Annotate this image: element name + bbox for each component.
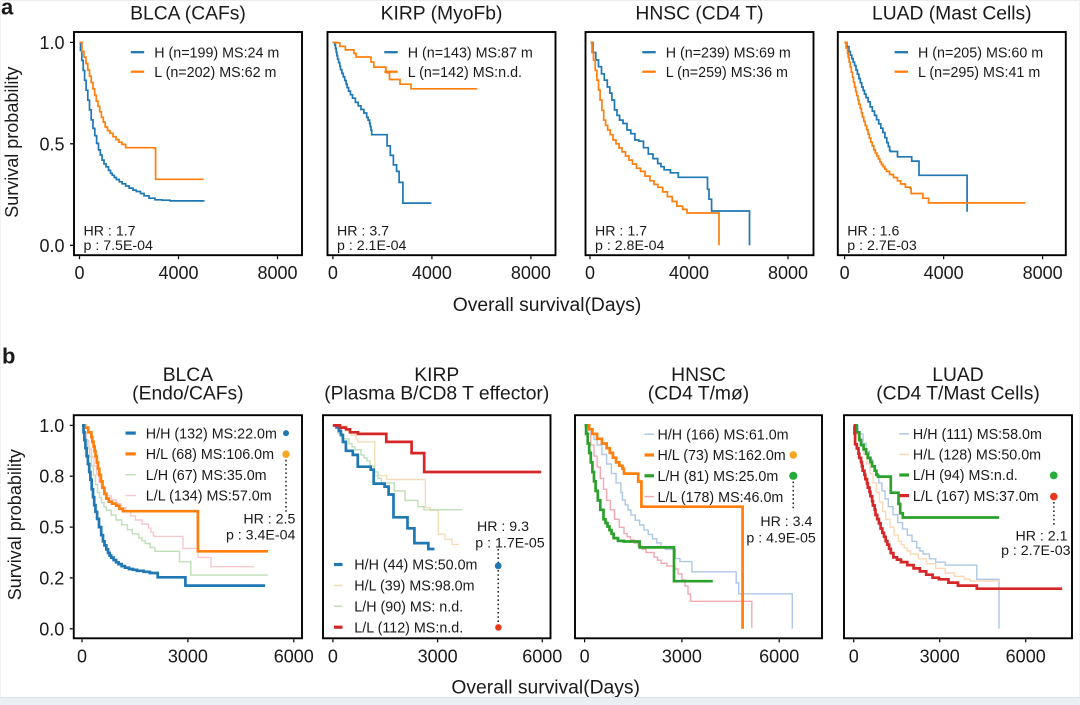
svg-text:0: 0 bbox=[328, 646, 338, 666]
svg-text:4000: 4000 bbox=[669, 263, 709, 283]
svg-text:HR : 1.7: HR : 1.7 bbox=[84, 223, 136, 239]
svg-text:Survival probability: Survival probability bbox=[5, 449, 25, 600]
svg-text:(Endo/CAFs): (Endo/CAFs) bbox=[132, 384, 243, 405]
svg-text:4000: 4000 bbox=[924, 263, 964, 283]
svg-text:0.8: 0.8 bbox=[39, 467, 64, 487]
svg-text:HR : 1.7: HR : 1.7 bbox=[595, 223, 647, 239]
svg-text:HR : 9.3: HR : 9.3 bbox=[477, 519, 529, 535]
svg-text:(Plasma B/CD8 T effector): (Plasma B/CD8 T effector) bbox=[324, 384, 549, 405]
svg-text:3000: 3000 bbox=[168, 646, 208, 666]
svg-text:HR : 3.4: HR : 3.4 bbox=[760, 514, 812, 530]
svg-text:0: 0 bbox=[580, 646, 590, 666]
svg-text:0: 0 bbox=[74, 263, 84, 283]
svg-text:H/L (68) MS:106.0m: H/L (68) MS:106.0m bbox=[146, 447, 274, 463]
svg-text:HNSC (CD4 T): HNSC (CD4 T) bbox=[635, 4, 763, 25]
svg-text:0: 0 bbox=[77, 646, 87, 666]
svg-text:p : 2.7E-03: p : 2.7E-03 bbox=[847, 238, 917, 254]
svg-text:0.5: 0.5 bbox=[39, 518, 64, 538]
svg-text:6000: 6000 bbox=[522, 646, 562, 666]
svg-text:0: 0 bbox=[328, 263, 338, 283]
svg-text:8000: 8000 bbox=[1023, 263, 1063, 283]
svg-text:L/H (90) MS: n.d.: L/H (90) MS: n.d. bbox=[354, 600, 463, 616]
svg-text:Overall survival(Days): Overall survival(Days) bbox=[451, 678, 640, 699]
svg-text:4000: 4000 bbox=[158, 263, 198, 283]
svg-text:H/H (44) MS:50.0m: H/H (44) MS:50.0m bbox=[354, 558, 477, 574]
svg-text:KIRP (MyoFb): KIRP (MyoFb) bbox=[381, 4, 503, 25]
svg-text:LUAD: LUAD bbox=[932, 365, 983, 386]
svg-text:0.0: 0.0 bbox=[39, 619, 64, 639]
svg-text:H (n=205) MS:60 m: H (n=205) MS:60 m bbox=[918, 45, 1043, 61]
svg-text:p : 2.8E-04: p : 2.8E-04 bbox=[595, 238, 665, 254]
svg-text:L/L (167) MS:37.0m: L/L (167) MS:37.0m bbox=[913, 489, 1039, 505]
svg-text:8000: 8000 bbox=[257, 263, 297, 283]
svg-text:a: a bbox=[1, 0, 14, 20]
svg-text:0.0: 0.0 bbox=[39, 236, 64, 256]
svg-text:HR : 1.6: HR : 1.6 bbox=[847, 223, 899, 239]
svg-text:0.2: 0.2 bbox=[39, 568, 64, 588]
svg-text:L/L (112) MS:n.d.: L/L (112) MS:n.d. bbox=[354, 620, 463, 636]
svg-text:BLCA (CAFs): BLCA (CAFs) bbox=[130, 4, 246, 25]
svg-text:L/H (94) MS:n.d.: L/H (94) MS:n.d. bbox=[913, 468, 1018, 484]
svg-text:Overall survival(Days): Overall survival(Days) bbox=[453, 295, 642, 316]
svg-text:L (n=295) MS:41 m: L (n=295) MS:41 m bbox=[918, 65, 1040, 81]
svg-text:Survival probability: Survival probability bbox=[2, 67, 22, 218]
svg-text:3000: 3000 bbox=[418, 646, 458, 666]
svg-text:H/H (132) MS:22.0m: H/H (132) MS:22.0m bbox=[146, 426, 277, 442]
svg-text:(CD4 T/Mast Cells): (CD4 T/Mast Cells) bbox=[876, 384, 1040, 405]
svg-text:L/L (178) MS:46.0m: L/L (178) MS:46.0m bbox=[658, 490, 784, 506]
svg-text:KIRP: KIRP bbox=[414, 365, 459, 386]
svg-text:L (n=202) MS:62 m: L (n=202) MS:62 m bbox=[154, 65, 276, 81]
svg-text:p : 4.9E-05: p : 4.9E-05 bbox=[746, 530, 816, 546]
svg-text:HR : 3.7: HR : 3.7 bbox=[337, 223, 389, 239]
svg-text:3000: 3000 bbox=[920, 646, 960, 666]
svg-text:L/H (81) MS:25.0m: L/H (81) MS:25.0m bbox=[658, 469, 779, 485]
svg-text:HR : 2.1: HR : 2.1 bbox=[1015, 529, 1067, 545]
svg-text:p : 1.7E-05: p : 1.7E-05 bbox=[475, 536, 545, 552]
svg-text:L (n=142) MS:n.d.: L (n=142) MS:n.d. bbox=[408, 65, 522, 81]
svg-text:0: 0 bbox=[585, 263, 595, 283]
svg-text:H (n=199) MS:24 m: H (n=199) MS:24 m bbox=[154, 45, 279, 61]
svg-text:L/L (134) MS:57.0m: L/L (134) MS:57.0m bbox=[146, 489, 272, 505]
svg-text:L/H (67) MS:35.0m: L/H (67) MS:35.0m bbox=[146, 468, 267, 484]
svg-text:6000: 6000 bbox=[274, 646, 314, 666]
svg-text:8000: 8000 bbox=[511, 263, 551, 283]
svg-text:1.0: 1.0 bbox=[39, 416, 64, 436]
svg-text:BLCA: BLCA bbox=[163, 365, 214, 386]
svg-text:b: b bbox=[2, 344, 15, 369]
svg-text:H/H (166) MS:61.0m: H/H (166) MS:61.0m bbox=[658, 427, 789, 443]
svg-text:p : 2.7E-03: p : 2.7E-03 bbox=[1001, 543, 1071, 559]
svg-text:0.5: 0.5 bbox=[39, 134, 64, 154]
svg-text:0: 0 bbox=[840, 263, 850, 283]
svg-text:8000: 8000 bbox=[768, 263, 808, 283]
svg-text:p : 2.1E-04: p : 2.1E-04 bbox=[337, 238, 407, 254]
svg-text:L (n=259) MS:36 m: L (n=259) MS:36 m bbox=[666, 65, 788, 81]
svg-text:6000: 6000 bbox=[1006, 646, 1046, 666]
svg-text:LUAD (Mast Cells): LUAD (Mast Cells) bbox=[872, 4, 1032, 25]
svg-text:H/L (73) MS:162.0m: H/L (73) MS:162.0m bbox=[658, 448, 786, 464]
svg-text:HNSC: HNSC bbox=[671, 365, 726, 386]
svg-text:6000: 6000 bbox=[759, 646, 799, 666]
svg-text:p : 7.5E-04: p : 7.5E-04 bbox=[84, 238, 154, 254]
svg-text:H/L (128) MS:50.0m: H/L (128) MS:50.0m bbox=[913, 448, 1041, 464]
svg-text:H (n=143) MS:87 m: H (n=143) MS:87 m bbox=[408, 45, 533, 61]
svg-text:HR : 2.5: HR : 2.5 bbox=[243, 511, 295, 527]
svg-text:4000: 4000 bbox=[412, 263, 452, 283]
svg-text:0: 0 bbox=[849, 646, 859, 666]
svg-text:H/H (111) MS:58.0m: H/H (111) MS:58.0m bbox=[913, 427, 1042, 443]
svg-text:H (n=239) MS:69 m: H (n=239) MS:69 m bbox=[666, 45, 791, 61]
svg-text:(CD4 T/mø): (CD4 T/mø) bbox=[648, 384, 749, 405]
svg-text:H/L (39) MS:98.0m: H/L (39) MS:98.0m bbox=[354, 579, 474, 595]
svg-text:p : 3.4E-04: p : 3.4E-04 bbox=[226, 527, 296, 543]
svg-text:3000: 3000 bbox=[662, 646, 702, 666]
svg-text:1.0: 1.0 bbox=[39, 33, 64, 53]
